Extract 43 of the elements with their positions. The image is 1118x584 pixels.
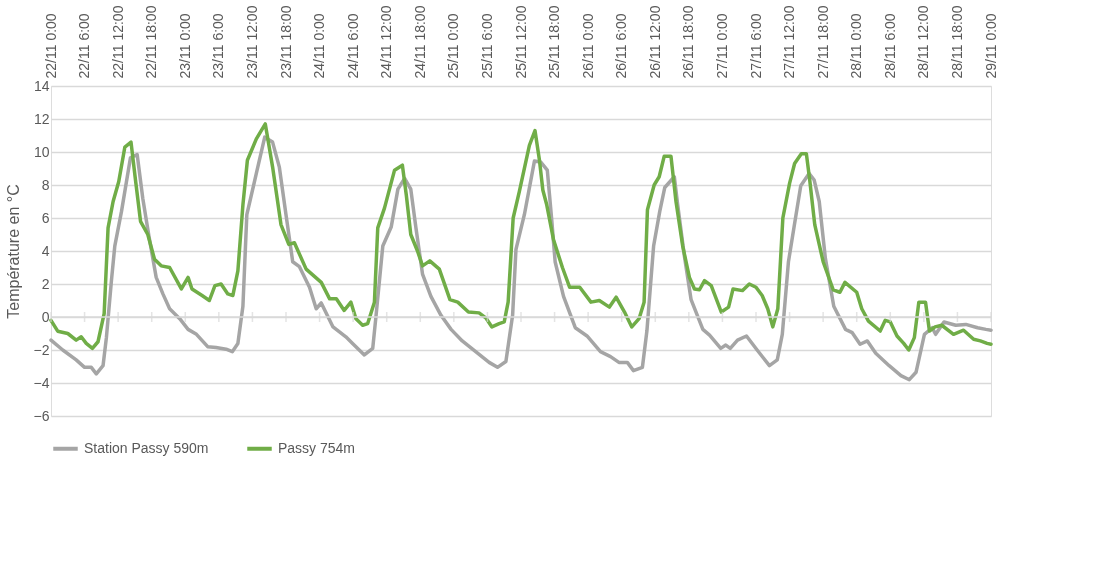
x-tick-label: 28/11 6:00 (881, 13, 898, 79)
x-tick-label: 22/11 12:00 (109, 5, 126, 79)
x-tick-label: 26/11 6:00 (613, 13, 630, 79)
x-tick-label: 26/11 0:00 (579, 13, 596, 79)
x-tick-label: 27/11 0:00 (713, 13, 730, 79)
y-tick-label: −4 (33, 374, 50, 391)
x-tick-label: 23/11 18:00 (277, 5, 294, 79)
y-tick-label: 4 (41, 242, 50, 259)
x-tick-label: 23/11 12:00 (243, 5, 260, 79)
x-tick-label: 27/11 18:00 (814, 5, 831, 79)
y-tick-label: −2 (33, 341, 50, 358)
y-tick-label: 6 (41, 209, 50, 226)
x-tick-label: 25/11 12:00 (512, 5, 529, 79)
x-tick-label: 25/11 6:00 (478, 13, 495, 79)
y-tick-label: 2 (41, 275, 50, 292)
y-tick-label: 0 (41, 308, 50, 325)
x-tick-label: 24/11 12:00 (378, 5, 395, 79)
x-tick-label: 27/11 12:00 (781, 5, 798, 79)
x-tick-label: 26/11 18:00 (680, 5, 697, 79)
y-tick-label: −6 (33, 407, 50, 424)
x-tick-label: 22/11 6:00 (76, 13, 93, 79)
x-tick-label: 24/11 18:00 (411, 5, 428, 79)
x-tick-label: 24/11 6:00 (344, 13, 361, 79)
y-tick-label: 12 (33, 110, 50, 127)
y-axis-title: Température en °C (4, 184, 22, 319)
x-tick-label: 27/11 6:00 (747, 13, 764, 79)
legend-label: Station Passy 590m (84, 439, 209, 456)
y-tick-label: 10 (33, 143, 50, 160)
x-tick-label: 23/11 6:00 (210, 13, 227, 79)
x-tick-label: 28/11 18:00 (948, 5, 965, 79)
x-tick-label: 25/11 18:00 (546, 5, 563, 79)
x-tick-label: 29/11 0:00 (982, 13, 999, 79)
x-tick-label: 25/11 0:00 (445, 13, 462, 79)
x-tick-label: 28/11 0:00 (848, 13, 865, 79)
x-tick-label: 22/11 0:00 (42, 13, 59, 79)
y-tick-label: 8 (41, 176, 50, 193)
x-tick-label: 26/11 12:00 (646, 5, 663, 79)
y-tick-label: 14 (33, 77, 50, 94)
x-tick-label: 22/11 18:00 (143, 5, 160, 79)
x-tick-label: 23/11 0:00 (176, 13, 193, 79)
x-tick-label: 24/11 0:00 (311, 13, 328, 79)
x-tick-label: 28/11 12:00 (915, 5, 932, 79)
legend-label: Passy 754m (278, 439, 356, 456)
